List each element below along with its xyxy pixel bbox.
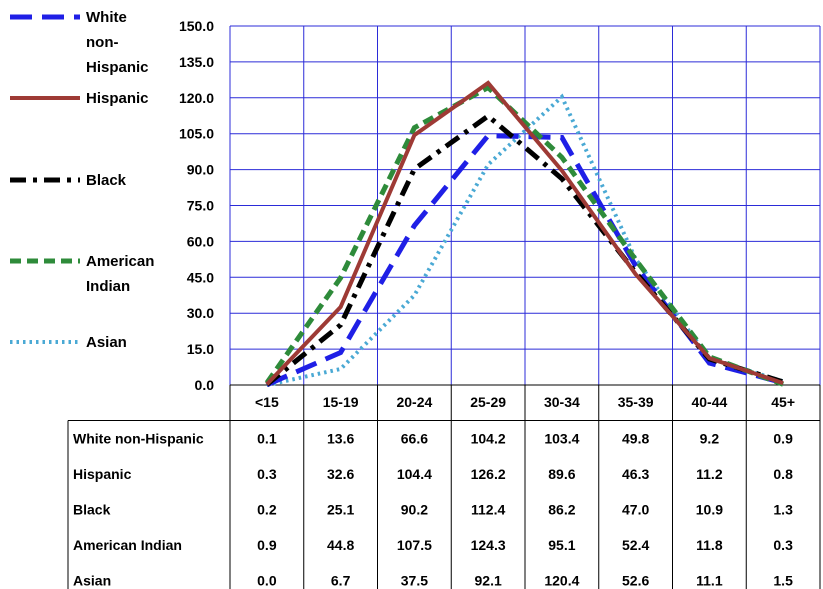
legend-label: Indian [86,278,130,295]
table-cell: 11.2 [696,466,723,482]
table-cell: 86.2 [548,501,575,517]
y-axis-ticks: 0.0 15.0 30.0 45.0 60.0 75.0 90.0 105.0 120.0 135… [179,18,214,393]
legend: White non- Hispanic Hispanic Black American In… [10,9,154,351]
legend-label: Asian [86,334,127,351]
table-cell: 11.1 [696,572,723,588]
y-tick-label: 90.0 [187,162,214,178]
x-category-label: 40-44 [691,394,727,410]
table-cell: 112.4 [471,501,505,517]
y-tick-label: 120.0 [179,90,214,106]
table-cell: 0.2 [257,501,277,517]
table-row-label: Asian [73,572,111,588]
table-cell: 104.4 [397,466,432,482]
x-category-label: 20-24 [396,394,432,410]
series-lines [264,80,784,388]
legend-label: Hispanic [86,59,149,76]
table-cell: 46.3 [622,466,649,482]
table-cell: 66.6 [401,430,428,446]
table-cell: 52.6 [622,572,649,588]
table-cell: 0.8 [773,466,793,482]
table-cell: 13.6 [327,430,354,446]
x-category-label: 30-34 [544,394,580,410]
table-cell: 120.4 [544,572,579,588]
x-axis-categories: <15 15-19 20-24 25-29 30-34 35-39 40-44 45+ [255,394,795,410]
y-tick-label: 0.0 [195,377,215,393]
table-row-label: Hispanic [73,466,132,482]
series-line-american-indian [264,84,784,387]
table-cell: 103.4 [544,430,579,446]
table-cell: 0.1 [257,430,277,446]
table-cell: 47.0 [622,501,649,517]
table-cell: 0.9 [257,537,277,553]
table-cell: 25.1 [327,501,354,517]
table-cell: 1.5 [773,572,793,588]
table-cell: 49.8 [622,430,649,446]
table-cell: 37.5 [401,572,428,588]
x-category-label: <15 [255,394,279,410]
data-table-borders [67,384,821,589]
table-cell: 32.6 [327,466,354,482]
table-cell: 0.3 [257,466,277,482]
table-cell: 9.2 [700,430,720,446]
y-tick-label: 60.0 [187,233,214,249]
y-tick-label: 75.0 [187,198,214,214]
legend-label: White [86,9,127,26]
table-cell: 126.2 [471,466,506,482]
y-tick-label: 135.0 [179,54,214,70]
table-cell: 0.0 [257,572,277,588]
data-table: White non-Hispanic 0.1 13.6 66.6 104.2 103.4 4… [73,430,793,588]
table-cell: 124.3 [471,537,506,553]
table-row-label: White non-Hispanic [73,430,204,446]
table-cell: 107.5 [397,537,432,553]
y-tick-label: 105.0 [179,126,214,142]
y-tick-label: 150.0 [179,18,214,34]
series-line-hispanic [265,80,784,386]
table-cell: 89.6 [548,466,575,482]
series-line-white-non-hispanic [265,133,784,388]
legend-label: Black [86,172,127,189]
x-category-label: 45+ [771,394,795,410]
y-tick-label: 15.0 [187,341,214,357]
x-category-label: 15-19 [323,394,359,410]
series-line-asian [266,93,784,387]
table-cell: 104.2 [471,430,506,446]
table-cell: 90.2 [401,501,428,517]
table-cell: 95.1 [548,537,575,553]
table-cell: 0.3 [773,537,793,553]
legend-label: non- [86,34,118,51]
x-category-label: 35-39 [618,394,654,410]
x-category-label: 25-29 [470,394,506,410]
table-cell: 92.1 [475,572,502,588]
table-row-label: American Indian [73,537,182,553]
legend-label: Hispanic [86,90,149,107]
legend-label: American [86,253,154,270]
y-tick-label: 45.0 [187,269,214,285]
table-cell: 1.3 [773,501,793,517]
table-cell: 11.8 [696,537,723,553]
table-row-label: Black [73,501,111,517]
table-cell: 44.8 [327,537,354,553]
table-cell: 0.9 [773,430,793,446]
table-cell: 52.4 [622,537,649,553]
y-tick-label: 30.0 [187,305,214,321]
table-cell: 6.7 [331,572,351,588]
table-cell: 10.9 [696,501,723,517]
